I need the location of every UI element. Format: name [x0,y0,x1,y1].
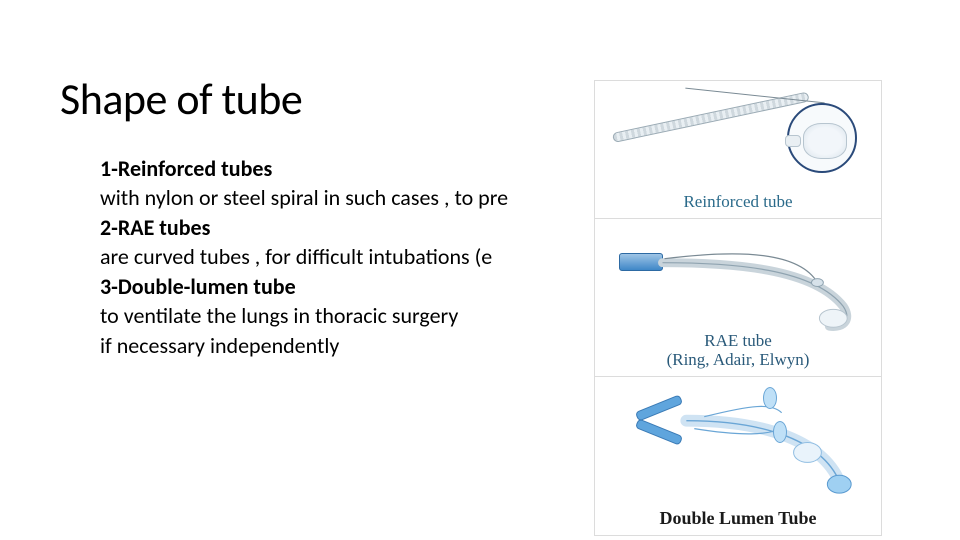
line-rae-desc: are curved tubes , for difficult intubat… [100,242,580,271]
image-column: Reinforced tube RAE tube (Ring, Adair, E… [594,80,882,536]
heading-reinforced: 1-Reinforced tubes [100,154,580,183]
slide-title: Shape of tube [60,72,302,126]
double-lumen-pilot-balloon-2-icon [773,421,787,443]
line-reinforced-desc: with nylon or steel spiral in such cases… [100,183,580,212]
reinforced-tube-cuff-circle-icon [787,103,857,173]
caption-rae: RAE tube (Ring, Adair, Elwyn) [595,331,881,370]
slide: Shape of tube 1-Reinforced tubes with ny… [0,0,960,540]
double-lumen-pilot-balloon-1-icon [763,387,777,409]
caption-rae-line2: (Ring, Adair, Elwyn) [667,350,810,369]
figure-reinforced-tube: Reinforced tube [594,80,882,218]
heading-double-lumen: 3-Double-lumen tube [100,272,580,301]
caption-rae-line1: RAE tube [704,331,772,350]
caption-double-lumen: Double Lumen Tube [595,508,881,529]
line-dl-desc-1: to ventilate the lungs in thoracic surge… [100,301,580,330]
reinforced-tube-shaft-icon [612,92,810,143]
double-lumen-y-connector-icon [655,405,687,437]
figure-rae-tube: RAE tube (Ring, Adair, Elwyn) [594,218,882,376]
figure-double-lumen-tube: Double Lumen Tube [594,376,882,536]
caption-reinforced: Reinforced tube [595,192,881,212]
body-text-block: 1-Reinforced tubes with nylon or steel s… [100,154,580,360]
heading-rae: 2-RAE tubes [100,213,580,242]
line-dl-desc-2: if necessary independently [100,331,580,360]
